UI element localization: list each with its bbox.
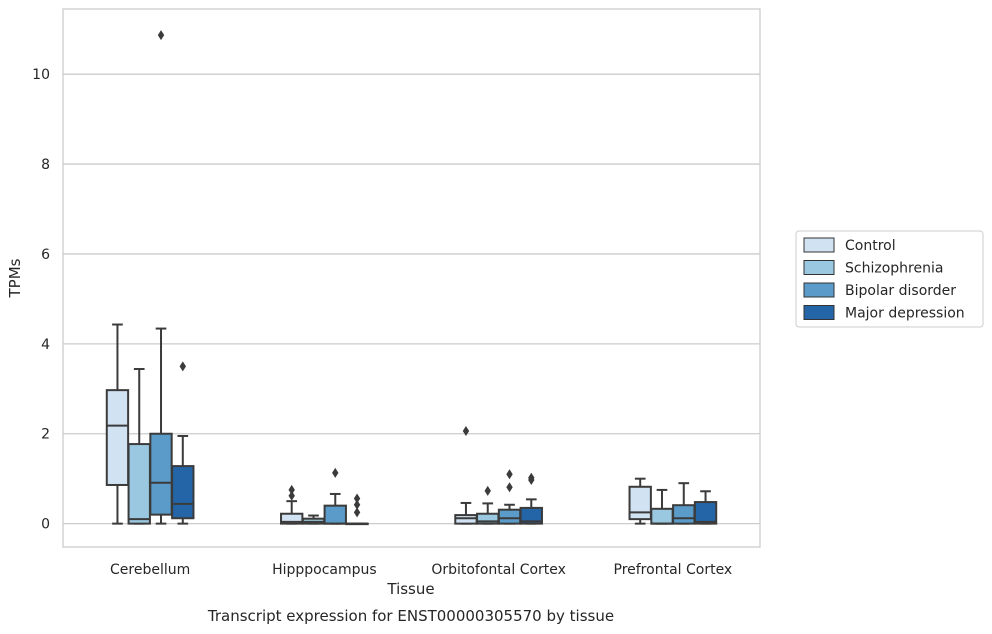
x-tick-labels: Cerebellum Hipppocampus Orbitofontal Corte… (110, 562, 732, 578)
outlier-point (528, 472, 535, 483)
box-mark (149, 30, 173, 525)
box-body (650, 507, 674, 525)
box-mark (519, 472, 543, 525)
outlier-point (157, 30, 165, 41)
series-group (171, 361, 718, 526)
series-group (105, 323, 652, 525)
series-group (127, 368, 674, 525)
y-tick-label: 8 (41, 157, 50, 173)
y-tick-label: 0 (41, 517, 50, 533)
outlier-point (332, 467, 339, 478)
box-body (454, 514, 478, 525)
box-body (519, 506, 543, 525)
box-mark (280, 484, 304, 525)
legend-label: Bipolar disorder (845, 283, 956, 299)
outlier-point (288, 490, 295, 501)
outlier-point (288, 484, 295, 495)
x-tick-label: Orbitofontal Cortex (431, 562, 566, 578)
plot-frame (62, 8, 761, 548)
box-body (105, 389, 130, 486)
box-mark (301, 514, 326, 525)
series-group (149, 30, 696, 525)
legend-swatch (803, 237, 835, 253)
box-mark (171, 361, 195, 525)
outlier-point (353, 493, 361, 504)
y-tick-label: 10 (32, 67, 50, 83)
legend-entry: Schizophrenia (803, 260, 943, 277)
x-tick-label: Prefrontal Cortex (614, 562, 733, 578)
legend-entry: Major depression (803, 305, 965, 322)
x-tick-label: Cerebellum (110, 562, 190, 578)
box-body (672, 504, 696, 525)
legend-entries: Control Schizophrenia Bipolar disorder Majo… (803, 237, 965, 322)
outlier-point (506, 482, 513, 493)
box-mark (454, 426, 478, 525)
box-mark (693, 490, 718, 525)
box-body (497, 508, 522, 525)
legend-frame (795, 230, 984, 328)
y-tick-label: 2 (41, 427, 50, 443)
box-series (105, 30, 718, 526)
legend-entry: Control (803, 237, 896, 254)
legend-swatch (803, 260, 835, 275)
outlier-point (484, 485, 491, 496)
box-body (323, 504, 347, 525)
box-mark (650, 488, 674, 525)
x-axis-label: Tissue (386, 580, 434, 598)
box-mark (672, 482, 696, 525)
box-body (171, 465, 195, 520)
legend-label: Major depression (845, 306, 965, 322)
box-mark (105, 323, 130, 525)
box-mark (127, 368, 151, 525)
outlier-point (353, 507, 361, 518)
y-axis-label: TPMs (6, 258, 24, 298)
legend: Control Schizophrenia Bipolar disorder Majo… (795, 230, 984, 328)
box-body (127, 443, 151, 525)
legend-swatch (803, 282, 835, 298)
box-body (149, 432, 173, 516)
legend-label: Schizophrenia (845, 261, 943, 277)
box-body (693, 501, 718, 525)
y-tick-label: 4 (41, 337, 50, 353)
legend-label: Control (845, 238, 896, 254)
box-mark (628, 477, 652, 525)
outlier-point (506, 469, 513, 480)
chart-title: Transcript expression for ENST0000030557… (207, 607, 614, 625)
legend-entry: Bipolar disorder (803, 282, 956, 299)
box-body (628, 485, 652, 521)
outlier-point (462, 426, 470, 437)
x-tick-label: Hipppocampus (272, 562, 377, 578)
outlier-point (179, 361, 186, 372)
outlier-point (353, 499, 361, 510)
box-mark (497, 469, 522, 525)
box-mark (345, 493, 369, 526)
y-tick-label: 6 (41, 247, 50, 263)
box-mark (323, 467, 347, 525)
legend-swatch (803, 305, 835, 320)
box-mark (476, 485, 500, 525)
y-tick-labels: 0 2 4 6 8 10 (32, 67, 50, 532)
